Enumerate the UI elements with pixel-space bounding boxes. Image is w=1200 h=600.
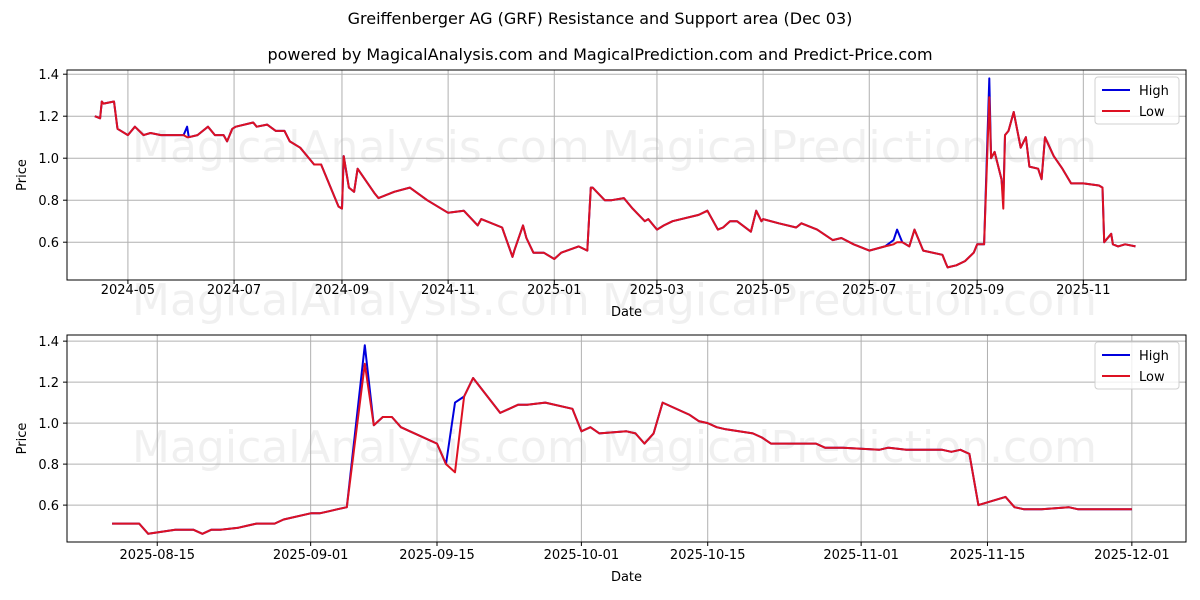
legend: High Low — [1094, 76, 1180, 125]
x-tick-label: 2025-08-15 — [119, 548, 195, 563]
chart-title: Greiffenberger AG (GRF) Resistance and S… — [347, 9, 853, 28]
watermark-text: MagicalAnalysis.com — [132, 122, 590, 173]
y-axis-label: Price — [15, 423, 30, 455]
plot-frame — [66, 69, 1187, 281]
x-tick-label: 2025-09-15 — [399, 548, 475, 563]
series-line-low — [94, 96, 1136, 269]
x-tick-label: 2025-01 — [527, 283, 581, 298]
chart-panel-2: MagicalAnalysis.com MagicalPrediction.com… — [15, 334, 1187, 585]
y-axis-label: Price — [15, 159, 30, 191]
x-tick-label: 2024-09 — [315, 283, 369, 298]
watermark-text: MagicalPrediction.com — [602, 275, 1097, 326]
y-tick-label: 1.4 — [38, 68, 59, 83]
y-tick-label: 0.6 — [38, 499, 59, 514]
y-tick-label: 0.8 — [38, 194, 59, 209]
x-tick-label: 2025-09-01 — [273, 548, 349, 563]
legend-label-high: High — [1139, 349, 1169, 364]
y-tick-label: 1.4 — [38, 335, 59, 350]
x-tick-label: 2025-12-01 — [1094, 548, 1170, 563]
x-tick-label: 2025-11-15 — [950, 548, 1026, 563]
x-tick-label: 2025-11 — [1056, 283, 1110, 298]
chart-panel-1: MagicalAnalysis.com MagicalPrediction.com… — [15, 68, 1187, 326]
plot-frame — [66, 334, 1187, 543]
x-tick-label: 2025-07 — [842, 283, 896, 298]
x-tick-label: 2024-05 — [101, 283, 155, 298]
x-tick-label: 2024-07 — [207, 283, 261, 298]
chart-subtitle: powered by MagicalAnalysis.com and Magic… — [267, 45, 933, 64]
x-tick-label: 2024-11 — [421, 283, 475, 298]
x-tick-label: 2025-03 — [630, 283, 684, 298]
legend-label-low: Low — [1139, 370, 1165, 385]
watermark-text: MagicalAnalysis.com — [132, 275, 590, 326]
y-tick-label: 0.6 — [38, 236, 59, 251]
x-tick-label: 2025-10-15 — [670, 548, 746, 563]
y-tick-label: 1.2 — [38, 376, 59, 391]
y-tick-label: 1.0 — [38, 417, 59, 432]
watermark-text: MagicalAnalysis.com — [132, 422, 590, 473]
x-axis-label: Date — [611, 570, 642, 585]
legend-label-low: Low — [1139, 105, 1165, 120]
watermark-text: MagicalPrediction.com — [602, 122, 1097, 173]
series-line-low — [112, 362, 1132, 535]
y-tick-label: 1.0 — [38, 152, 59, 167]
y-tick-label: 1.2 — [38, 110, 59, 125]
legend: High Low — [1094, 341, 1180, 390]
x-tick-label: 2025-11-01 — [823, 548, 899, 563]
x-axis-label: Date — [611, 305, 642, 320]
x-tick-label: 2025-10-01 — [544, 548, 620, 563]
y-tick-label: 0.8 — [38, 458, 59, 473]
x-tick-label: 2025-09 — [950, 283, 1004, 298]
legend-label-high: High — [1139, 84, 1169, 99]
x-tick-label: 2025-05 — [736, 283, 790, 298]
